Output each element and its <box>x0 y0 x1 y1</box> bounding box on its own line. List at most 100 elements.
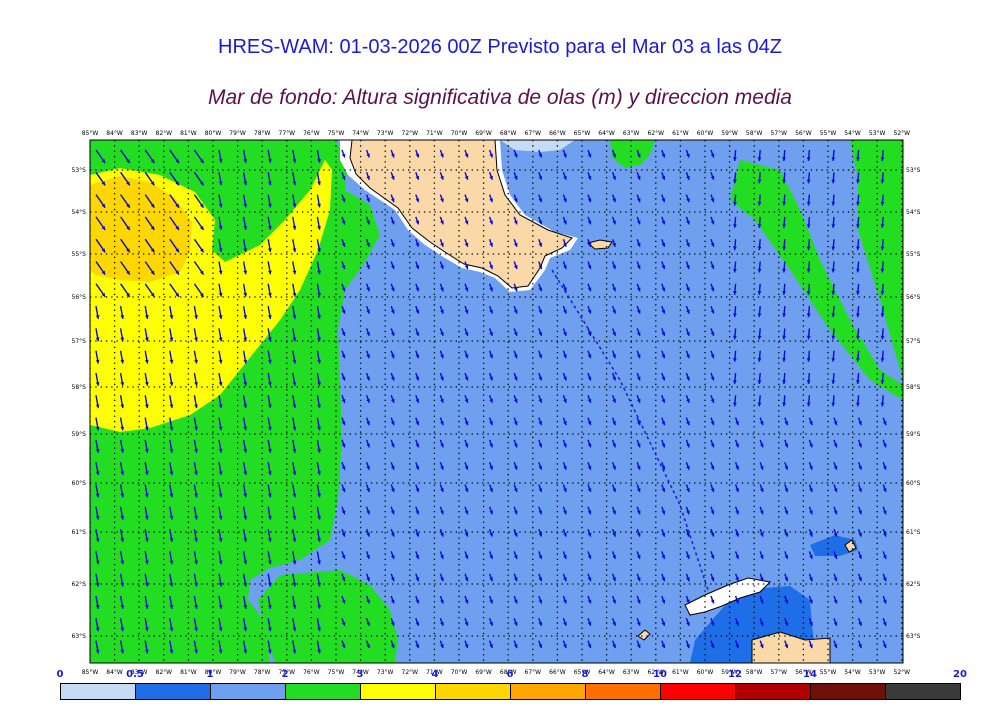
wave-direction-arrow <box>292 528 297 543</box>
wave-direction-arrow <box>316 573 321 587</box>
wave-direction-arrow <box>784 506 789 515</box>
wave-direction-arrow <box>808 573 813 582</box>
latitude-label: 60°S <box>906 480 921 487</box>
wave-direction-arrow <box>267 350 272 364</box>
wave-direction-arrow <box>733 283 737 295</box>
wave-direction-arrow <box>439 261 444 270</box>
wave-direction-arrow <box>439 238 444 247</box>
wave-direction-arrow <box>390 238 395 247</box>
wave-direction-arrow <box>488 551 493 560</box>
wave-direction-arrows <box>95 149 887 663</box>
legend-label: 20 <box>953 669 967 680</box>
wave-direction-arrow <box>464 573 469 582</box>
longitude-labels-top: 85°W 84°W 83°W 82°W 81°W 80°W 79°W 78°W 77°W 76°W… <box>82 130 910 137</box>
wave-direction-arrow <box>390 172 395 181</box>
wave-direction-arrow <box>119 573 125 587</box>
wave-direction-arrow <box>685 573 690 582</box>
wave-direction-arrow <box>439 305 444 314</box>
longitude-label: 81°W <box>180 669 197 676</box>
wave-direction-arrow <box>218 239 223 253</box>
wave-direction-arrow <box>636 573 641 582</box>
wave-direction-arrow <box>831 395 836 407</box>
wave-direction-arrow <box>193 640 198 654</box>
wave-direction-arrow <box>562 484 567 493</box>
wave-direction-arrow <box>611 350 616 359</box>
wave-direction-arrow <box>292 372 297 386</box>
wave-direction-arrow <box>587 506 592 515</box>
longitude-label: 83°W <box>131 669 148 676</box>
wave-direction-arrow <box>316 305 321 320</box>
wave-direction-arrow <box>415 618 420 627</box>
wave-direction-arrow <box>267 239 272 253</box>
wave-direction-arrow <box>488 305 493 314</box>
wave-direction-arrow <box>562 528 567 537</box>
wave-direction-arrow <box>341 216 346 225</box>
wave-direction-arrow <box>733 239 737 251</box>
wave-direction-arrow <box>169 595 174 609</box>
latitude-label: 63°S <box>906 633 921 640</box>
longitude-label: 67°W <box>525 669 542 676</box>
wave-direction-arrow <box>611 372 616 381</box>
wave-direction-arrow <box>733 149 737 162</box>
wave-direction-arrow <box>710 283 715 292</box>
wave-direction-arrow <box>488 618 493 627</box>
wave-direction-arrow <box>685 305 690 314</box>
wave-direction-arrow <box>267 528 272 543</box>
wave-direction-arrow <box>439 618 444 627</box>
wave-direction-arrow <box>782 306 787 318</box>
wave-direction-arrow <box>831 328 836 340</box>
wave-direction-arrow <box>636 640 641 649</box>
wave-direction-arrow <box>144 305 149 320</box>
wave-direction-arrow <box>292 417 297 431</box>
wave-direction-arrow <box>119 417 125 431</box>
wave-direction-arrow <box>415 194 420 203</box>
longitude-label: 79°W <box>229 669 246 676</box>
wave-direction-arrow <box>831 172 836 184</box>
longitude-label: 67°W <box>525 130 542 137</box>
wave-direction-arrow <box>292 149 297 163</box>
wave-direction-arrow <box>733 306 737 318</box>
map-title: HRES-WAM: 01-03-2026 00Z Previsto para e… <box>218 36 782 58</box>
wave-direction-arrow <box>292 462 297 476</box>
wave-direction-arrow <box>513 238 518 247</box>
wave-direction-arrow <box>415 238 420 247</box>
wave-direction-arrow <box>611 305 616 314</box>
wave-direction-arrow <box>880 395 885 407</box>
wave-direction-arrow <box>782 216 787 228</box>
wave-direction-arrow <box>95 395 100 409</box>
wave-direction-arrow <box>710 417 715 426</box>
wave-direction-arrow <box>513 216 518 225</box>
wave-direction-arrow <box>415 350 420 359</box>
latitude-label: 55°S <box>906 251 921 258</box>
wave-direction-arrow <box>316 506 321 520</box>
wave-direction-arrow <box>538 261 543 270</box>
wave-direction-arrow <box>341 305 346 314</box>
wave-direction-arrow <box>193 283 205 298</box>
wave-direction-arrow <box>242 194 248 208</box>
wave-direction-arrow <box>710 551 715 560</box>
wave-direction-arrow <box>710 328 715 337</box>
wave-direction-arrow <box>341 372 346 381</box>
latitude-label: 58°S <box>906 384 921 391</box>
wave-direction-arrow <box>880 372 885 385</box>
legend-color-box <box>510 683 586 700</box>
wave-direction-arrow <box>782 172 787 184</box>
wave-direction-arrow <box>636 395 641 404</box>
wave-direction-arrow <box>611 261 616 270</box>
wave-direction-arrow <box>759 618 764 627</box>
latitude-label: 63°S <box>72 633 87 640</box>
wave-direction-arrow <box>218 350 223 364</box>
wave-direction-arrow <box>636 238 641 247</box>
wave-direction-arrow <box>292 328 297 342</box>
wave-direction-arrow <box>636 551 641 560</box>
wave-direction-arrow <box>611 328 616 337</box>
wave-direction-arrow <box>513 305 518 314</box>
wave-direction-arrow <box>784 461 789 470</box>
graticule <box>90 140 903 663</box>
wave-direction-arrow <box>292 439 297 453</box>
wave-direction-arrow <box>636 439 641 448</box>
wave-direction-arrow <box>562 305 567 314</box>
wave-direction-arrow <box>390 395 395 404</box>
legend-label: 0.5 <box>126 669 144 680</box>
longitude-label: 77°W <box>279 130 296 137</box>
